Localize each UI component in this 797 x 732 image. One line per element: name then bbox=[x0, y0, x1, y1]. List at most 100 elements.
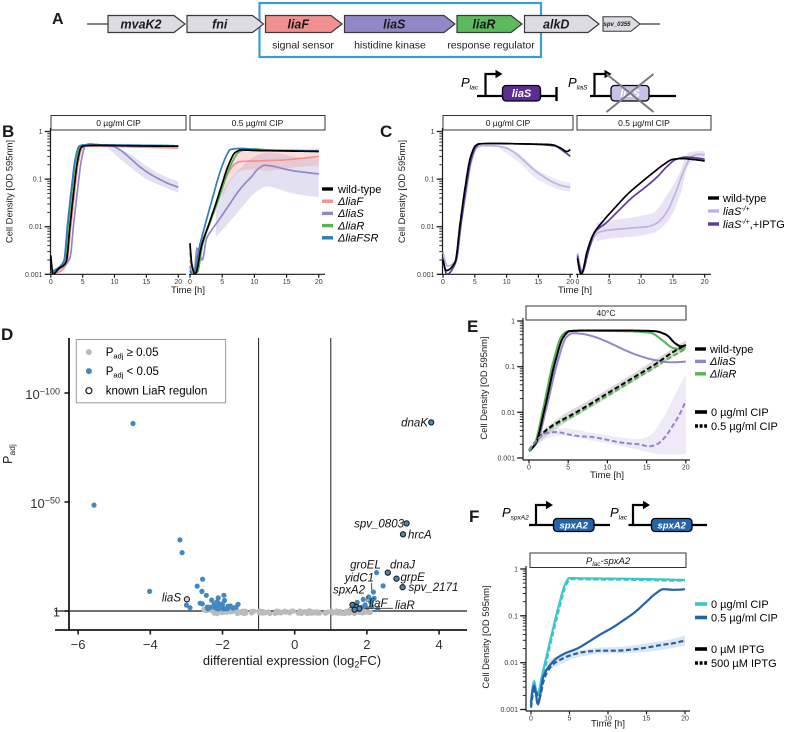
svg-text:Time [h]: Time [h] bbox=[590, 470, 624, 481]
svg-text:0.001: 0.001 bbox=[500, 707, 518, 714]
svg-text:spv_0355: spv_0355 bbox=[603, 22, 631, 28]
svg-text:wild-type: wild-type bbox=[709, 344, 753, 356]
svg-text:0: 0 bbox=[529, 716, 533, 723]
svg-text:groEL: groEL bbox=[350, 560, 381, 572]
svg-text:10: 10 bbox=[251, 279, 259, 286]
svg-text:20: 20 bbox=[174, 279, 182, 286]
svg-text:Cell Density [OD 595nm]: Cell Density [OD 595nm] bbox=[4, 140, 15, 243]
svg-text:1: 1 bbox=[39, 129, 43, 136]
svg-text:15: 15 bbox=[143, 279, 151, 286]
svg-text:20: 20 bbox=[701, 279, 709, 286]
svg-text:spv_0803: spv_0803 bbox=[354, 519, 404, 531]
svg-text:B: B bbox=[2, 122, 14, 141]
svg-text:0 µg/ml CIP: 0 µg/ml CIP bbox=[711, 407, 769, 419]
svg-text:15: 15 bbox=[643, 716, 651, 723]
svg-text:spxA2: spxA2 bbox=[657, 520, 686, 531]
svg-text:spxA2: spxA2 bbox=[559, 520, 588, 531]
svg-text:10: 10 bbox=[604, 465, 612, 472]
svg-text:Time [h]: Time [h] bbox=[558, 285, 592, 296]
svg-text:5: 5 bbox=[220, 279, 224, 286]
svg-text:−4: −4 bbox=[143, 637, 158, 652]
svg-text:0.01: 0.01 bbox=[501, 410, 515, 417]
svg-text:2: 2 bbox=[363, 637, 370, 652]
svg-text:Cell Density [OD 595nm]: Cell Density [OD 595nm] bbox=[478, 336, 489, 439]
svg-text:20: 20 bbox=[681, 716, 689, 723]
svg-text:liaS: liaS bbox=[383, 18, 406, 32]
svg-text:15: 15 bbox=[535, 279, 543, 286]
svg-text:0 µg/ml CIP: 0 µg/ml CIP bbox=[96, 118, 141, 128]
svg-text:15: 15 bbox=[669, 279, 677, 286]
svg-text:hrcA: hrcA bbox=[408, 530, 432, 542]
svg-text:ΔliaS: ΔliaS bbox=[337, 208, 364, 220]
svg-text:signal sensor: signal sensor bbox=[272, 40, 334, 52]
svg-text:liaS: liaS bbox=[162, 593, 182, 605]
svg-text:0.01: 0.01 bbox=[421, 224, 435, 231]
svg-text:0 µM IPTG: 0 µM IPTG bbox=[711, 644, 764, 656]
svg-text:differential expression (log2F: differential expression (log2FC) bbox=[203, 653, 381, 670]
svg-text:40°C: 40°C bbox=[597, 308, 616, 318]
svg-text:1: 1 bbox=[514, 567, 518, 574]
svg-text:0.1: 0.1 bbox=[505, 364, 515, 371]
svg-text:Time [h]: Time [h] bbox=[171, 285, 205, 296]
svg-text:0.5 µg/ml CIP: 0.5 µg/ml CIP bbox=[711, 421, 778, 433]
svg-text:yidC1: yidC1 bbox=[344, 573, 374, 585]
svg-text:5: 5 bbox=[473, 279, 477, 286]
svg-text:5: 5 bbox=[566, 465, 570, 472]
svg-text:wild-type: wild-type bbox=[722, 193, 766, 205]
svg-text:0.1: 0.1 bbox=[33, 177, 43, 184]
svg-text:10: 10 bbox=[604, 716, 612, 723]
svg-text:0.1: 0.1 bbox=[508, 613, 518, 620]
svg-text:liaS: liaS bbox=[512, 88, 532, 100]
svg-text:20: 20 bbox=[315, 279, 323, 286]
svg-text:D: D bbox=[1, 325, 13, 344]
svg-text:0.01: 0.01 bbox=[504, 660, 518, 667]
svg-text:−2: −2 bbox=[215, 637, 230, 652]
svg-text:0: 0 bbox=[441, 279, 445, 286]
svg-text:0: 0 bbox=[576, 279, 580, 286]
svg-text:0.5 µg/ml CIP: 0.5 µg/ml CIP bbox=[711, 612, 778, 624]
svg-text:15: 15 bbox=[283, 279, 291, 286]
svg-text:10: 10 bbox=[503, 279, 511, 286]
svg-text:alkD: alkD bbox=[543, 18, 569, 32]
svg-text:liaF: liaF bbox=[287, 18, 309, 32]
svg-text:ΔliaS: ΔliaS bbox=[709, 356, 736, 368]
svg-text:F: F bbox=[469, 507, 479, 526]
svg-text:Time [h]: Time [h] bbox=[591, 719, 625, 730]
svg-text:known LiaR regulon: known LiaR regulon bbox=[106, 386, 208, 398]
svg-text:10: 10 bbox=[637, 279, 645, 286]
svg-text:Cell Density [OD 595nm]: Cell Density [OD 595nm] bbox=[480, 585, 491, 688]
svg-text:ΔliaR: ΔliaR bbox=[709, 369, 736, 381]
svg-text:15: 15 bbox=[643, 465, 651, 472]
svg-text:10: 10 bbox=[111, 279, 119, 286]
svg-text:5: 5 bbox=[568, 716, 572, 723]
svg-text:0: 0 bbox=[188, 279, 192, 286]
svg-text:0.001: 0.001 bbox=[25, 272, 43, 279]
svg-text:Cell Density [OD 595nm]: Cell Density [OD 595nm] bbox=[396, 140, 407, 243]
svg-text:grpE: grpE bbox=[401, 572, 426, 584]
svg-text:0: 0 bbox=[49, 279, 53, 286]
svg-text:spv_2171: spv_2171 bbox=[409, 582, 459, 594]
svg-text:mvaK2: mvaK2 bbox=[121, 18, 162, 32]
svg-text:20: 20 bbox=[566, 279, 574, 286]
svg-text:wild-type: wild-type bbox=[337, 184, 381, 196]
svg-text:0.5 µg/ml CIP: 0.5 µg/ml CIP bbox=[232, 118, 284, 128]
svg-text:A: A bbox=[52, 11, 64, 28]
svg-text:0 µg/ml CIP: 0 µg/ml CIP bbox=[711, 599, 769, 611]
svg-text:4: 4 bbox=[435, 637, 442, 652]
svg-text:ΔliaFSR: ΔliaFSR bbox=[337, 233, 378, 245]
svg-text:−6: −6 bbox=[71, 637, 86, 652]
svg-text:20: 20 bbox=[682, 465, 690, 472]
svg-text:liaF: liaF bbox=[369, 598, 389, 610]
svg-text:spxA2: spxA2 bbox=[333, 585, 366, 597]
svg-text:0.001: 0.001 bbox=[497, 456, 515, 463]
svg-text:dnaJ: dnaJ bbox=[390, 560, 415, 572]
svg-text:500 µM IPTG: 500 µM IPTG bbox=[711, 658, 777, 670]
svg-text:0.001: 0.001 bbox=[417, 272, 435, 279]
svg-text:5: 5 bbox=[607, 279, 611, 286]
svg-text:dnaK: dnaK bbox=[401, 418, 429, 430]
svg-text:histidine kinase: histidine kinase bbox=[354, 40, 426, 52]
svg-text:ΔliaF: ΔliaF bbox=[337, 196, 364, 208]
svg-text:liaR: liaR bbox=[395, 600, 415, 612]
svg-text:5: 5 bbox=[81, 279, 85, 286]
svg-text:ΔliaR: ΔliaR bbox=[337, 220, 364, 232]
